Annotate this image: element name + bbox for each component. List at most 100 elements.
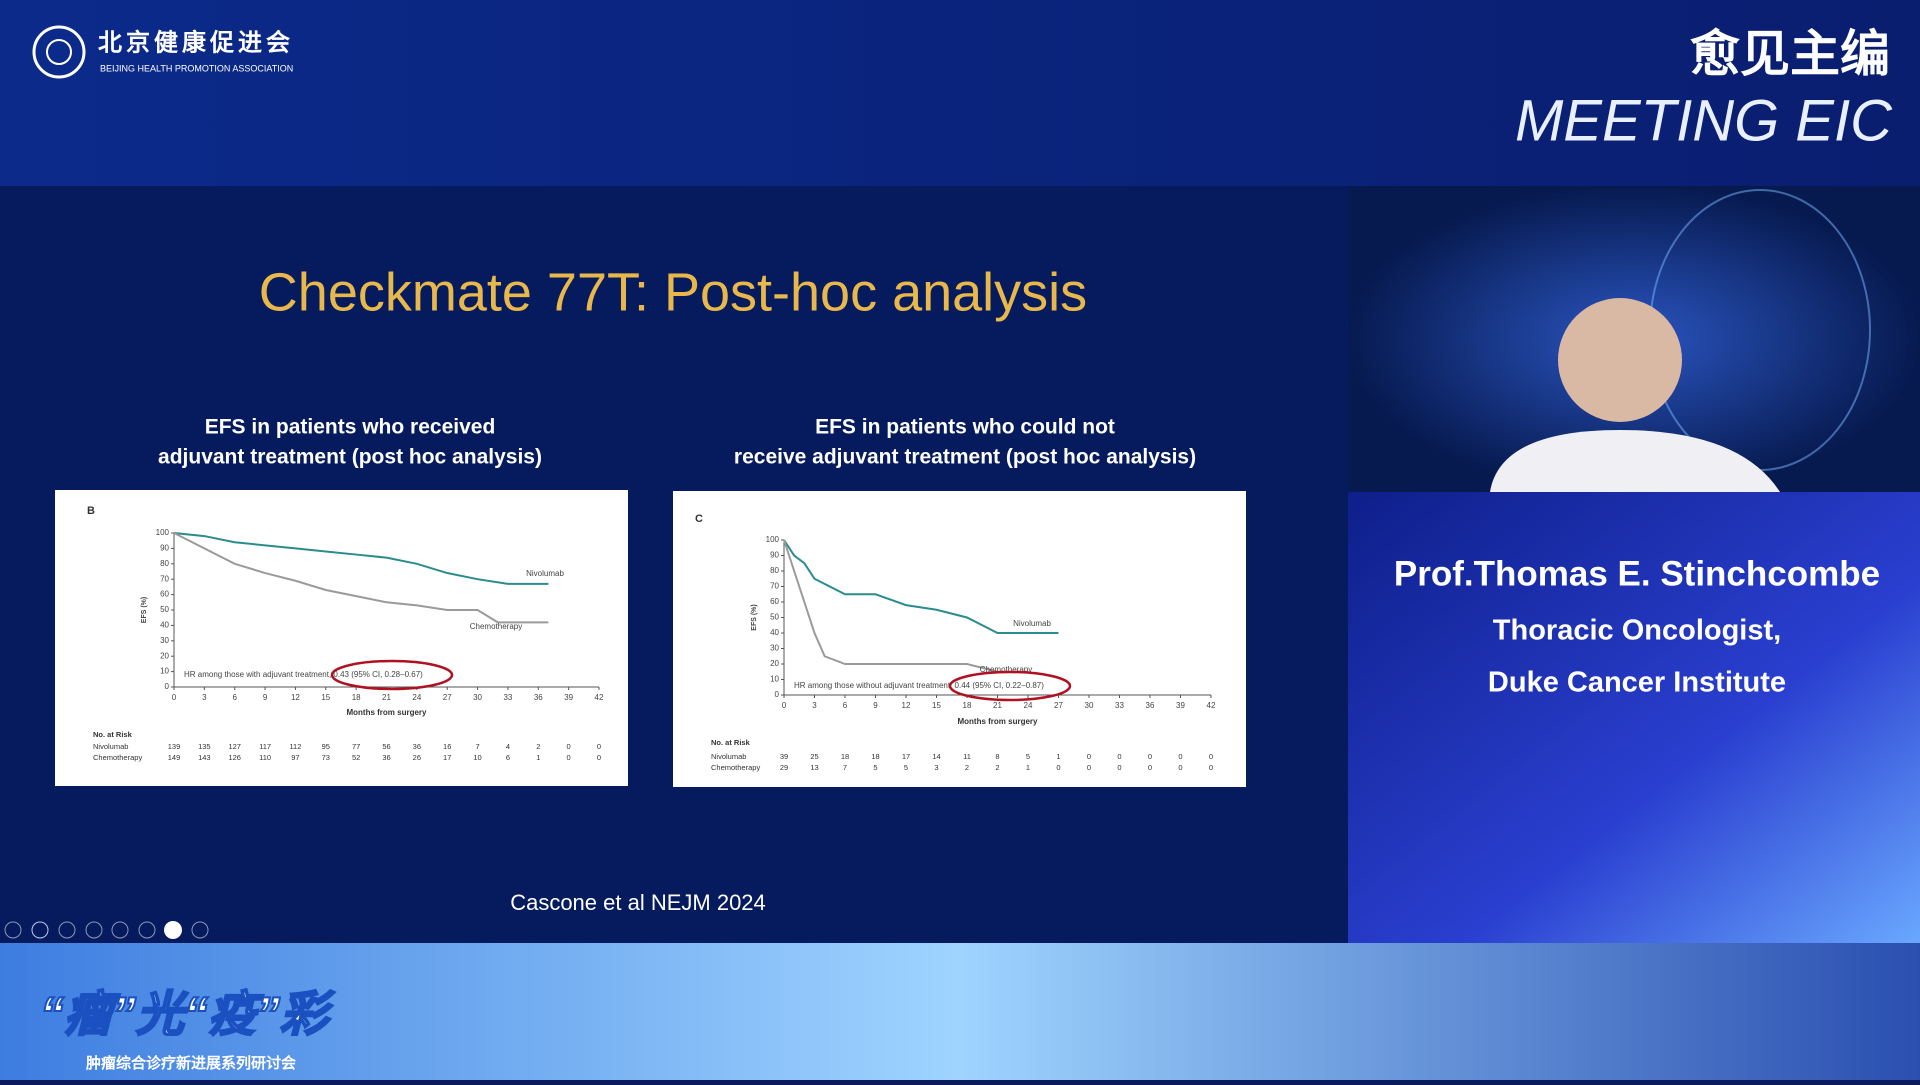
x-tick-label: 18 <box>352 693 361 702</box>
risk-count: 0 <box>1087 763 1091 772</box>
y-tick-label: 20 <box>160 651 169 660</box>
panel-heading: EFS in patients who could not <box>815 416 1115 439</box>
km-curve <box>173 532 549 624</box>
x-tick-label: 6 <box>843 701 848 710</box>
y-tick-label: 80 <box>770 566 779 575</box>
x-tick-label: 30 <box>1085 701 1094 710</box>
brand-en: MEETING EIC <box>1515 88 1893 153</box>
risk-count: 36 <box>382 753 390 762</box>
risk-count: 2 <box>965 763 969 772</box>
risk-count: 36 <box>413 742 421 751</box>
toolbar-button[interactable] <box>164 921 182 939</box>
y-tick-label: 30 <box>770 644 779 653</box>
risk-count: 8 <box>995 752 999 761</box>
risk-count: 1 <box>1026 763 1030 772</box>
org-name-en: BEIJING HEALTH PROMOTION ASSOCIATION <box>100 63 293 73</box>
legend-label: Chemotherapy <box>470 622 522 631</box>
y-tick-label: 90 <box>770 551 779 560</box>
risk-row-name: Nivolumab <box>711 752 746 761</box>
x-tick-label: 30 <box>473 693 482 702</box>
x-tick-label: 12 <box>291 693 300 702</box>
toolbar-button[interactable] <box>111 921 129 939</box>
risk-count: 1 <box>1056 752 1060 761</box>
x-tick-label: 24 <box>412 693 421 702</box>
y-tick-label: 40 <box>770 628 779 637</box>
x-tick-label: 33 <box>1115 701 1124 710</box>
footer-bg <box>0 943 1920 1080</box>
risk-count: 77 <box>352 742 360 751</box>
legend-label: Nivolumab <box>1013 619 1051 628</box>
km-curve <box>783 539 1028 673</box>
x-tick-label: 21 <box>382 693 391 702</box>
x-tick-label: 33 <box>503 693 512 702</box>
y-tick-label: 100 <box>766 535 780 544</box>
footer-subtitle: 肿瘤综合诊疗新进展系列研讨会 <box>86 1054 296 1072</box>
y-axis-label: EFS (%) <box>751 604 758 630</box>
x-tick-label: 21 <box>993 701 1002 710</box>
panel-heading: EFS in patients who received <box>205 416 496 439</box>
y-tick-label: 80 <box>160 559 169 568</box>
risk-count: 18 <box>871 752 879 761</box>
risk-count: 29 <box>780 763 788 772</box>
risk-count: 0 <box>567 753 571 762</box>
risk-count: 0 <box>1087 752 1091 761</box>
risk-count: 17 <box>443 753 451 762</box>
y-tick-label: 0 <box>165 682 170 691</box>
risk-count: 2 <box>536 742 540 751</box>
y-tick-label: 70 <box>160 574 169 583</box>
risk-count: 7 <box>475 742 479 751</box>
risk-count: 149 <box>168 753 181 762</box>
x-tick-label: 39 <box>564 693 573 702</box>
toolbar-button[interactable] <box>85 921 103 939</box>
toolbar-button[interactable] <box>4 921 22 939</box>
x-tick-label: 15 <box>321 693 330 702</box>
risk-row-name: Chemotherapy <box>711 763 760 772</box>
risk-count: 0 <box>1178 752 1182 761</box>
risk-count: 17 <box>902 752 910 761</box>
y-tick-label: 40 <box>160 621 169 630</box>
risk-count: 110 <box>259 753 271 762</box>
x-axis-label: Months from surgery <box>957 717 1038 726</box>
speaker-title: Thoracic Oncologist, <box>1493 615 1781 647</box>
chart-bg <box>673 491 1246 787</box>
chart-bg <box>55 490 628 786</box>
risk-count: 26 <box>413 753 421 762</box>
y-tick-label: 10 <box>770 675 779 684</box>
header-bg <box>0 0 1920 186</box>
y-tick-label: 50 <box>770 613 779 622</box>
speaker-face <box>1558 298 1682 422</box>
speaker-name: Prof.Thomas E. Stinchcombe <box>1394 554 1880 593</box>
citation: Cascone et al NEJM 2024 <box>510 890 766 915</box>
risk-count: 25 <box>810 752 818 761</box>
legend-label: Nivolumab <box>526 569 564 578</box>
y-tick-label: 100 <box>156 528 170 537</box>
toolbar-button[interactable] <box>138 921 156 939</box>
risk-count: 3 <box>934 763 938 772</box>
hr-text: HR among those without adjuvant treatmen… <box>794 681 1044 690</box>
risk-count: 0 <box>1209 752 1213 761</box>
y-tick-label: 0 <box>775 690 780 699</box>
x-tick-label: 39 <box>1176 701 1185 710</box>
x-tick-label: 6 <box>232 693 237 702</box>
risk-count: 126 <box>228 753 241 762</box>
y-tick-label: 20 <box>770 659 779 668</box>
risk-count: 52 <box>352 753 360 762</box>
panel-heading: receive adjuvant treatment (post hoc ana… <box>734 446 1196 469</box>
risk-count: 39 <box>780 752 788 761</box>
risk-count: 0 <box>1056 763 1060 772</box>
risk-title: No. at Risk <box>93 730 133 739</box>
toolbar-button[interactable] <box>191 921 209 939</box>
risk-count: 6 <box>506 753 510 762</box>
org-logo <box>32 25 86 79</box>
toolbar-button[interactable] <box>58 921 76 939</box>
y-tick-label: 60 <box>160 590 169 599</box>
risk-count: 1 <box>536 753 540 762</box>
km-curve <box>173 532 549 585</box>
toolbar-button[interactable] <box>31 921 49 939</box>
y-tick-label: 60 <box>770 597 779 606</box>
x-tick-label: 18 <box>963 701 972 710</box>
x-tick-label: 36 <box>1146 701 1155 710</box>
y-tick-label: 10 <box>160 667 169 676</box>
risk-count: 0 <box>567 742 571 751</box>
